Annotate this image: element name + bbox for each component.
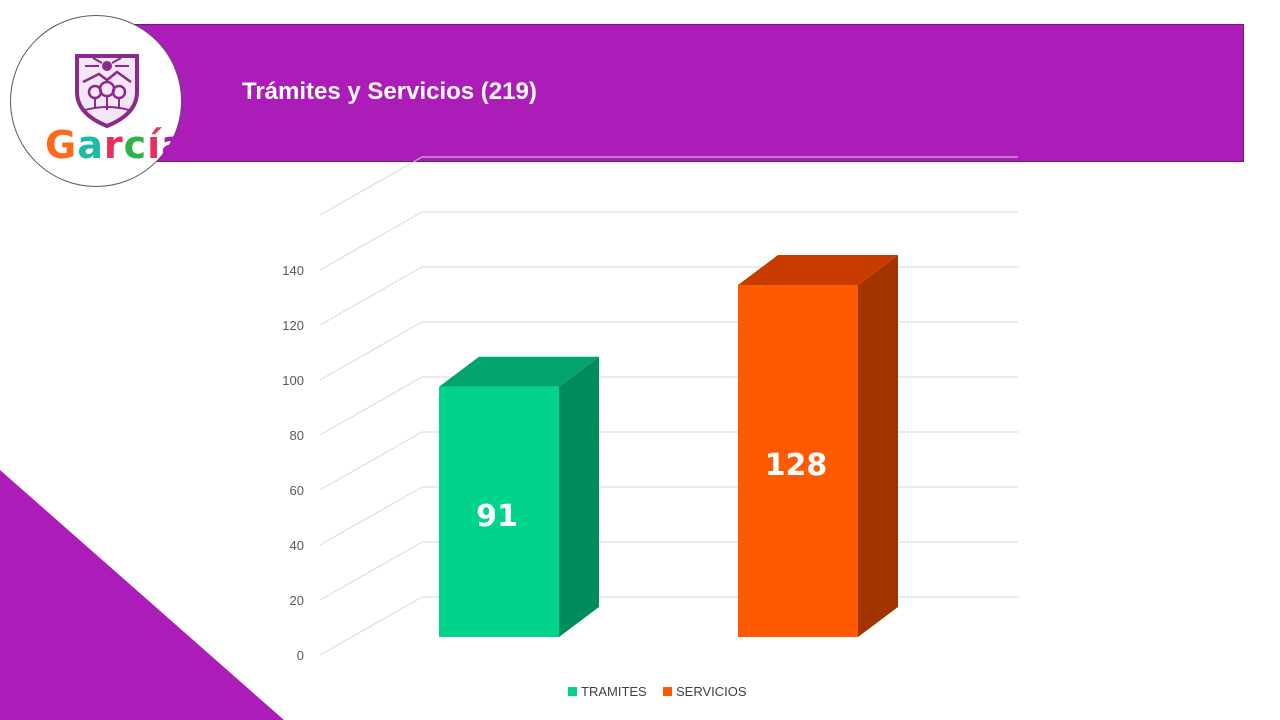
y-tick-label: 60	[290, 483, 304, 498]
gridline-floor-side	[319, 596, 423, 656]
logo: García	[10, 15, 187, 187]
gridline-floor-side	[319, 431, 423, 491]
bar-top-servicios	[738, 255, 898, 285]
gridline-floor-side	[319, 156, 423, 216]
data-label: 128	[765, 448, 828, 483]
y-tick-label: 100	[282, 373, 304, 388]
decorative-corner-triangle	[0, 470, 284, 720]
bar-top-tramites	[439, 356, 599, 387]
bar-side-tramites	[559, 356, 599, 637]
gridline-floor-side	[319, 486, 423, 546]
logo-letter: G	[45, 123, 78, 167]
legend-label: TRAMITES	[581, 684, 647, 699]
gridline-floor-side	[319, 376, 423, 436]
bar-tramites	[439, 386, 559, 637]
bar-servicios	[738, 285, 858, 637]
legend-label: SERVICIOS	[676, 684, 747, 699]
y-tick-label: 80	[290, 428, 304, 443]
legend-swatch-servicios	[663, 687, 672, 696]
y-tick-label: 40	[290, 538, 304, 553]
logo-letter: c	[123, 123, 148, 167]
legend-swatch-tramites	[568, 687, 577, 696]
data-label: 91	[476, 499, 518, 534]
gridline-floor-side	[319, 321, 423, 381]
y-tick-label: 0	[297, 648, 304, 663]
header-banner	[120, 24, 1244, 162]
y-tick-label: 120	[282, 318, 304, 333]
y-tick-label: 140	[282, 263, 304, 278]
gridline-floor-side	[319, 266, 423, 326]
logo-letter: a	[77, 123, 104, 167]
page-title: Trámites y Servicios (219)	[242, 78, 537, 105]
gridline-floor-side	[319, 211, 423, 271]
logo-letter: a	[161, 123, 188, 167]
crest-icon	[75, 54, 139, 128]
logo-letter: í	[147, 123, 162, 167]
bar-side-servicios	[858, 255, 898, 637]
gridline-floor-side	[319, 541, 423, 601]
logo-wordmark: García	[45, 126, 188, 164]
logo-letter: r	[103, 123, 124, 167]
y-tick-label: 20	[290, 593, 304, 608]
